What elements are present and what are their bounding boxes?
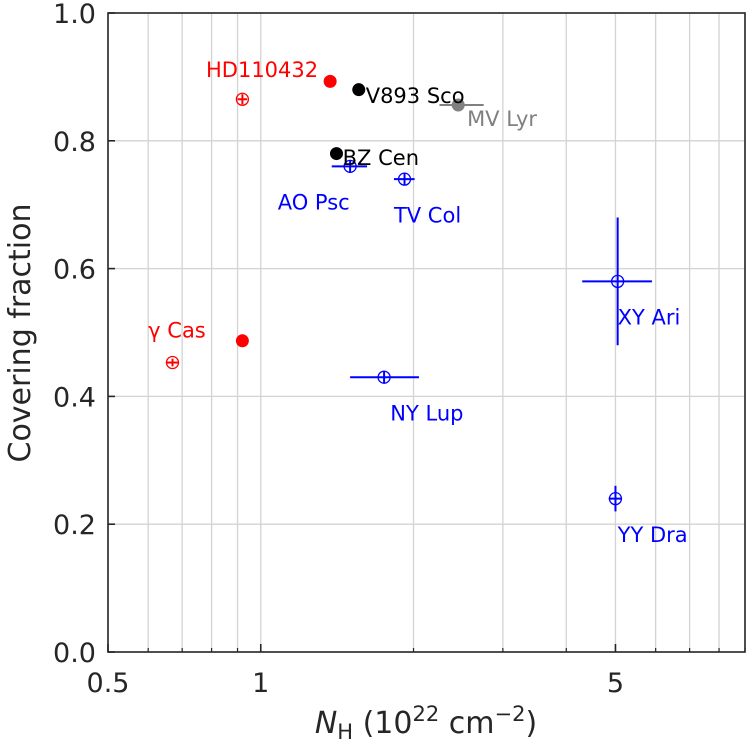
filled-marker bbox=[323, 74, 337, 88]
data-point-tv-col bbox=[393, 172, 415, 186]
data-point-hd110432-open bbox=[235, 92, 250, 106]
point-label: TV Col bbox=[393, 203, 461, 227]
filled-marker bbox=[352, 83, 366, 97]
point-label: HD110432 bbox=[206, 58, 318, 82]
x-tick-label: 0.5 bbox=[87, 668, 130, 699]
data-point-hd110432-filled bbox=[323, 74, 337, 88]
filled-marker bbox=[329, 147, 343, 161]
x-tick-label: 1 bbox=[252, 668, 269, 699]
y-tick-label: 1.0 bbox=[53, 0, 96, 30]
point-label: V893 Sco bbox=[366, 84, 465, 108]
y-axis-title: Covering fraction bbox=[3, 203, 38, 462]
open-marker bbox=[343, 159, 357, 174]
data-point-gamma-cas-open bbox=[165, 355, 180, 370]
y-tick-label: 0.2 bbox=[53, 510, 96, 541]
x-tick-label: 5 bbox=[607, 668, 624, 699]
y-tick-label: 0.6 bbox=[53, 255, 96, 286]
point-label: XY Ari bbox=[618, 306, 681, 330]
data-point-mv-lyr bbox=[439, 98, 484, 112]
open-marker bbox=[377, 370, 391, 384]
axis-titles: Covering fraction NH (1022 cm−2) bbox=[3, 203, 537, 742]
data-points bbox=[165, 74, 652, 512]
y-tick-label: 0.0 bbox=[53, 638, 96, 669]
open-marker bbox=[235, 92, 250, 106]
point-label: NY Lup bbox=[390, 401, 463, 425]
data-point-v893-sco bbox=[352, 83, 366, 97]
point-label: AO Psc bbox=[278, 191, 350, 215]
open-marker bbox=[397, 172, 412, 186]
point-label: MV Lyr bbox=[467, 107, 537, 131]
filled-marker bbox=[235, 334, 249, 348]
open-marker bbox=[608, 491, 623, 506]
plot-frame bbox=[107, 12, 746, 653]
data-point-ao-psc bbox=[331, 159, 368, 174]
x-axis-title: NH (1022 cm−2) bbox=[315, 702, 537, 742]
data-point-bz-cen bbox=[329, 147, 343, 161]
point-label: BZ Cen bbox=[343, 146, 419, 170]
axes: 0.0 0.2 0.4 0.6 0.8 1.0 0.5 1 5 bbox=[53, 0, 746, 699]
y-tick-label: 0.8 bbox=[53, 127, 96, 158]
data-point-ny-lup bbox=[350, 370, 419, 384]
open-marker bbox=[165, 355, 180, 370]
point-label: γ Cas bbox=[148, 318, 206, 342]
point-label: YY Dra bbox=[617, 523, 688, 547]
filled-marker bbox=[451, 98, 465, 112]
open-marker bbox=[611, 274, 625, 289]
data-point-gamma-cas-filled bbox=[235, 334, 249, 348]
y-tick-label: 0.4 bbox=[53, 382, 96, 413]
data-point-xy-ari bbox=[582, 217, 652, 346]
data-point-yy-dra bbox=[608, 485, 623, 512]
